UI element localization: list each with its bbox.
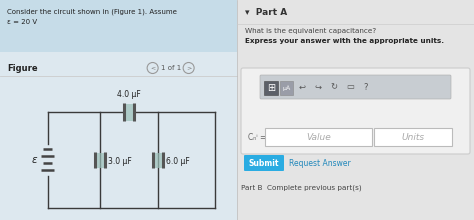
- Text: ε: ε: [31, 155, 37, 165]
- Text: Part B  Complete previous part(s): Part B Complete previous part(s): [241, 185, 362, 191]
- Text: 3.0 μF: 3.0 μF: [108, 156, 132, 165]
- Text: ⊞: ⊞: [267, 83, 275, 93]
- FancyBboxPatch shape: [244, 155, 284, 171]
- Text: Figure: Figure: [7, 64, 37, 73]
- Text: Units: Units: [401, 132, 425, 141]
- Text: Value: Value: [306, 132, 331, 141]
- Text: >: >: [186, 66, 191, 70]
- FancyBboxPatch shape: [264, 81, 278, 95]
- Text: ↻: ↻: [330, 82, 337, 92]
- Text: 1 of 1: 1 of 1: [161, 65, 181, 71]
- FancyBboxPatch shape: [154, 152, 163, 167]
- Text: ε = 20 V: ε = 20 V: [7, 19, 37, 25]
- Text: ▭: ▭: [346, 82, 354, 92]
- FancyBboxPatch shape: [260, 75, 451, 99]
- Text: ↩: ↩: [299, 82, 306, 92]
- Text: ?: ?: [364, 82, 368, 92]
- Text: Request Answer: Request Answer: [289, 158, 351, 167]
- Text: <: <: [150, 66, 155, 70]
- FancyBboxPatch shape: [280, 81, 293, 95]
- FancyBboxPatch shape: [125, 103, 134, 121]
- Text: 4.0 μF: 4.0 μF: [117, 90, 141, 99]
- Text: Consider the circuit shown in (Figure 1). Assume: Consider the circuit shown in (Figure 1)…: [7, 8, 177, 15]
- Text: Express your answer with the appropriate units.: Express your answer with the appropriate…: [245, 38, 444, 44]
- FancyBboxPatch shape: [0, 0, 237, 52]
- Text: Submit: Submit: [249, 158, 279, 167]
- Text: Cₙⁱ =: Cₙⁱ =: [248, 132, 266, 141]
- Text: ↪: ↪: [315, 82, 321, 92]
- Text: What is the equivalent capacitance?: What is the equivalent capacitance?: [245, 28, 376, 34]
- FancyBboxPatch shape: [241, 68, 470, 154]
- FancyBboxPatch shape: [265, 128, 372, 146]
- FancyBboxPatch shape: [0, 0, 237, 220]
- Text: μÂ: μÂ: [283, 85, 291, 91]
- FancyBboxPatch shape: [95, 152, 104, 167]
- FancyBboxPatch shape: [374, 128, 452, 146]
- Text: 6.0 μF: 6.0 μF: [166, 156, 190, 165]
- Text: ▾  Part A: ▾ Part A: [245, 8, 287, 17]
